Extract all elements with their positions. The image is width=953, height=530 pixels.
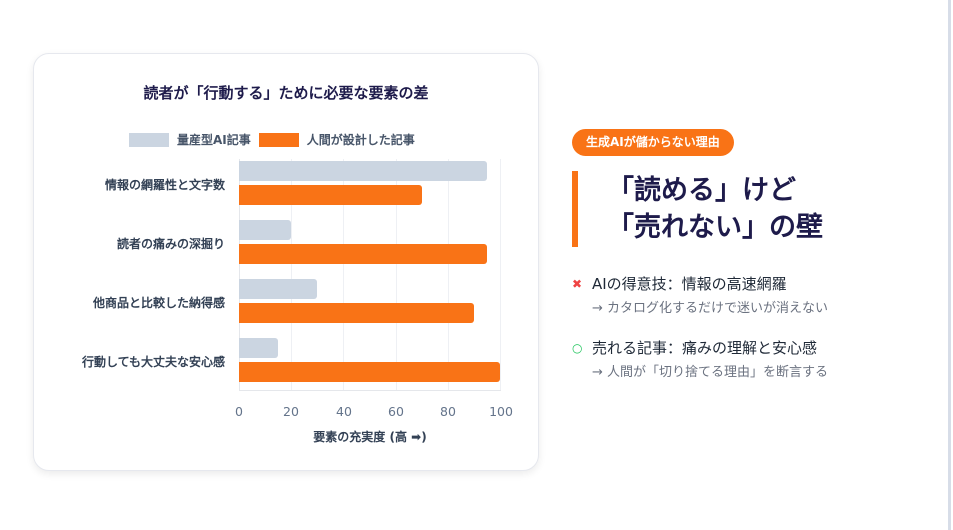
gridline bbox=[291, 159, 292, 391]
section-badge: 生成AIが儲からない理由 bbox=[572, 129, 734, 156]
y-axis-line bbox=[239, 159, 240, 391]
gridline bbox=[500, 159, 501, 391]
point-sub: → 人間が「切り捨てる理由」を断言する bbox=[592, 365, 829, 380]
point-sub: → カタログ化するだけで迷いが消えない bbox=[592, 301, 829, 316]
headline: 「読める」けど 「売れない」の壁 bbox=[607, 172, 823, 246]
bar-ai[interactable] bbox=[239, 220, 292, 240]
x-tick: 60 bbox=[388, 404, 404, 419]
bar-human[interactable] bbox=[239, 185, 422, 205]
bar-ai[interactable] bbox=[239, 338, 279, 358]
circle-icon: ○ bbox=[572, 341, 583, 355]
category-label: 行動しても大丈夫な安心感 bbox=[81, 355, 225, 369]
category-label: 読者の痛みの深掘り bbox=[116, 237, 225, 251]
plot-area bbox=[239, 159, 501, 391]
bar-human[interactable] bbox=[239, 303, 474, 323]
cross-icon: ✖ bbox=[572, 277, 583, 291]
x-tick: 40 bbox=[336, 404, 352, 419]
x-tick: 80 bbox=[440, 404, 456, 419]
bar-human[interactable] bbox=[239, 362, 500, 382]
point-main: AIの得意技：情報の高速網羅 bbox=[592, 275, 787, 293]
point-main: 売れる記事：痛みの理解と安心感 bbox=[592, 339, 818, 357]
headline-line-1: 「読める」けど bbox=[607, 175, 796, 206]
gridline bbox=[343, 159, 344, 391]
legend-item-ai[interactable]: 量産型AI記事 bbox=[129, 131, 251, 148]
chart-legend: 量産型AI記事 人間が設計した記事 bbox=[129, 131, 423, 148]
x-tick: 0 bbox=[235, 404, 243, 419]
legend-swatch-orange bbox=[258, 132, 299, 147]
chart-title: 読者が「行動する」ために必要な要素の差 bbox=[143, 84, 429, 102]
x-tick: 100 bbox=[489, 404, 513, 419]
gridline bbox=[396, 159, 397, 391]
x-axis-line bbox=[239, 390, 501, 391]
category-label: 他商品と比較した納得感 bbox=[92, 296, 225, 310]
legend-label: 量産型AI記事 bbox=[177, 133, 251, 147]
bar-ai[interactable] bbox=[239, 279, 318, 299]
headline-line-2: 「売れない」の壁 bbox=[607, 212, 823, 243]
x-tick: 20 bbox=[283, 404, 299, 419]
gridline bbox=[448, 159, 449, 391]
headline-accent-bar bbox=[572, 171, 578, 247]
legend-swatch-gray bbox=[129, 132, 169, 147]
legend-label: 人間が設計した記事 bbox=[306, 133, 415, 147]
legend-item-human[interactable]: 人間が設計した記事 bbox=[258, 131, 415, 148]
category-label: 情報の網羅性と文字数 bbox=[104, 178, 225, 192]
x-axis-label: 要素の充実度 (高 ➡) bbox=[313, 430, 427, 444]
bar-human[interactable] bbox=[239, 244, 487, 264]
page-edge-divider bbox=[948, 0, 951, 530]
bar-ai[interactable] bbox=[239, 161, 487, 181]
chart-card: 読者が「行動する」ために必要な要素の差 量産型AI記事 人間が設計した記事 情報… bbox=[33, 53, 539, 471]
